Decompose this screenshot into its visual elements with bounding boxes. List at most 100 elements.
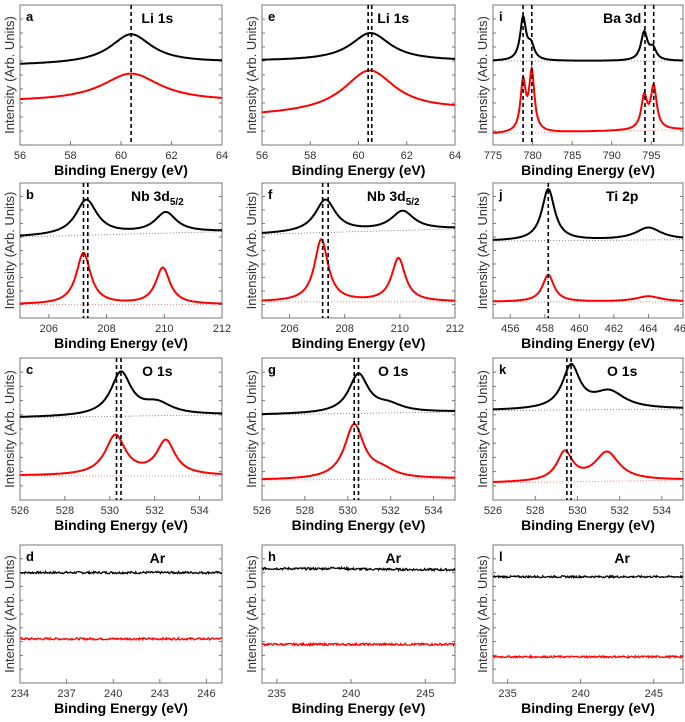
spectrum-line-lower	[261, 641, 456, 648]
panel-label: c	[26, 362, 33, 377]
spectrum-line-lower	[20, 433, 222, 476]
panel-label: f	[268, 187, 273, 202]
x-axis-label: Binding Energy (eV)	[292, 517, 426, 533]
x-tick-label: 206	[280, 323, 298, 335]
panel-title-text: O 1s	[607, 363, 638, 379]
spectrum-line-lower	[493, 449, 683, 483]
plot-frame	[492, 544, 684, 684]
panel-e: 56 58 60 62 64 Binding Energy (eV) Intensity (…	[244, 4, 461, 178]
panel-title-text: Ba 3d	[603, 10, 641, 26]
panel-title-text: Li 1s	[377, 10, 409, 26]
x-axis-label: Binding Energy (eV)	[521, 162, 655, 178]
x-tick-label: 240	[342, 688, 360, 700]
x-tick-label: 240	[572, 688, 590, 700]
x-tick-label: 795	[642, 150, 660, 162]
panel-label: h	[268, 549, 276, 564]
spectrum-line-lower	[492, 654, 684, 660]
y-axis-label: Intensity (Arb. Units)	[475, 370, 490, 488]
x-tick-label: 534	[424, 505, 442, 517]
panel-label: e	[268, 9, 275, 24]
panel-title-text: Nb 3d	[367, 188, 406, 204]
x-tick-label: 528	[526, 505, 544, 517]
x-tick-label: 790	[603, 150, 621, 162]
x-tick-label: 245	[645, 688, 663, 700]
spectrum-line-lower	[261, 238, 456, 302]
x-tick-label: 780	[523, 150, 541, 162]
panel-title: Li 1s	[141, 10, 173, 26]
panel-title: Ar	[614, 550, 630, 566]
x-tick-label: 243	[151, 688, 169, 700]
x-tick-label: 240	[104, 688, 122, 700]
x-tick-label: 56	[256, 150, 268, 162]
x-tick-label: 775	[484, 150, 502, 162]
x-tick-label: 458	[536, 323, 554, 335]
x-tick-label: 532	[145, 505, 163, 517]
y-axis-label: Intensity (Arb. Units)	[244, 16, 259, 134]
fit-background-upper	[262, 228, 455, 235]
x-tick-label: 62	[165, 150, 177, 162]
panel-label: g	[268, 362, 276, 377]
x-tick-label: 456	[501, 323, 519, 335]
plot-frame	[261, 544, 456, 684]
y-axis-label: Intensity (Arb. Units)	[475, 555, 490, 673]
panel-title-text: O 1s	[142, 363, 173, 379]
panel-title: Nb 3d5/2	[131, 188, 184, 208]
panel-title: Ar	[150, 550, 166, 566]
x-tick-label: 206	[40, 323, 58, 335]
y-axis-label: Intensity (Arb. Units)	[2, 555, 17, 673]
panel-label: b	[26, 187, 34, 202]
fit-background-upper	[262, 411, 455, 416]
x-axis-label: Binding Energy (eV)	[292, 335, 426, 351]
x-axis-label: Binding Energy (eV)	[54, 700, 188, 716]
x-tick-label: 246	[197, 688, 215, 700]
panel-label: j	[498, 187, 503, 202]
x-tick-label: 237	[57, 688, 75, 700]
panel-title-text: Nb 3d	[131, 188, 170, 204]
x-axis-label: Binding Energy (eV)	[521, 517, 655, 533]
spectrum-line-upper	[261, 565, 456, 573]
x-tick-label: 532	[381, 505, 399, 517]
plot-frame	[19, 544, 223, 684]
x-tick-label: 234	[11, 688, 29, 700]
y-axis-label: Intensity (Arb. Units)	[2, 370, 17, 488]
x-tick-label: 60	[352, 150, 364, 162]
y-axis-label: Intensity (Arb. Units)	[244, 192, 259, 310]
panel-title-text: Ti 2p	[606, 188, 638, 204]
x-tick-label: 64	[216, 150, 228, 162]
spectrum-line-lower	[493, 273, 683, 303]
panel-label: k	[499, 362, 507, 377]
x-tick-label: 245	[416, 688, 434, 700]
x-tick-label: 528	[296, 505, 314, 517]
panel-title-text: Ar	[614, 550, 630, 566]
panel-a: 56 58 60 62 64 Binding Energy (eV) Intensity (…	[2, 4, 228, 178]
y-axis-label: Intensity (Arb. Units)	[475, 192, 490, 310]
x-tick-label: 210	[391, 323, 409, 335]
x-tick-label: 528	[56, 505, 74, 517]
x-tick-label: 532	[610, 505, 628, 517]
x-tick-label: 210	[155, 323, 173, 335]
panel-d: 234 237 240 243 246 Binding Energy (eV) Intens…	[2, 544, 223, 716]
plot-frame	[19, 182, 223, 319]
panel-title-text: Ar	[150, 550, 166, 566]
panel-f: 206 208 210 212 Binding Energy (eV) Intensity…	[244, 182, 464, 351]
panel-title-text: O 1s	[378, 363, 409, 379]
x-tick-label: 208	[97, 323, 115, 335]
panel-title-subscript: 5/2	[406, 197, 420, 208]
x-tick-label: 58	[64, 150, 76, 162]
fit-background-upper	[493, 408, 683, 411]
x-tick-label: 60	[115, 150, 127, 162]
x-axis-label: Binding Energy (eV)	[521, 335, 655, 351]
panel-title: Li 1s	[377, 10, 409, 26]
spectrum-line-upper	[19, 33, 222, 65]
spectrum-line-upper	[20, 370, 222, 418]
y-axis-label: Intensity (Arb. Units)	[475, 16, 490, 134]
panel-title: Ar	[385, 550, 401, 566]
x-tick-label: 58	[304, 150, 316, 162]
x-tick-label: 466	[674, 323, 685, 335]
spectrum-line-upper	[493, 187, 684, 241]
y-axis-label: Intensity (Arb. Units)	[2, 192, 17, 310]
